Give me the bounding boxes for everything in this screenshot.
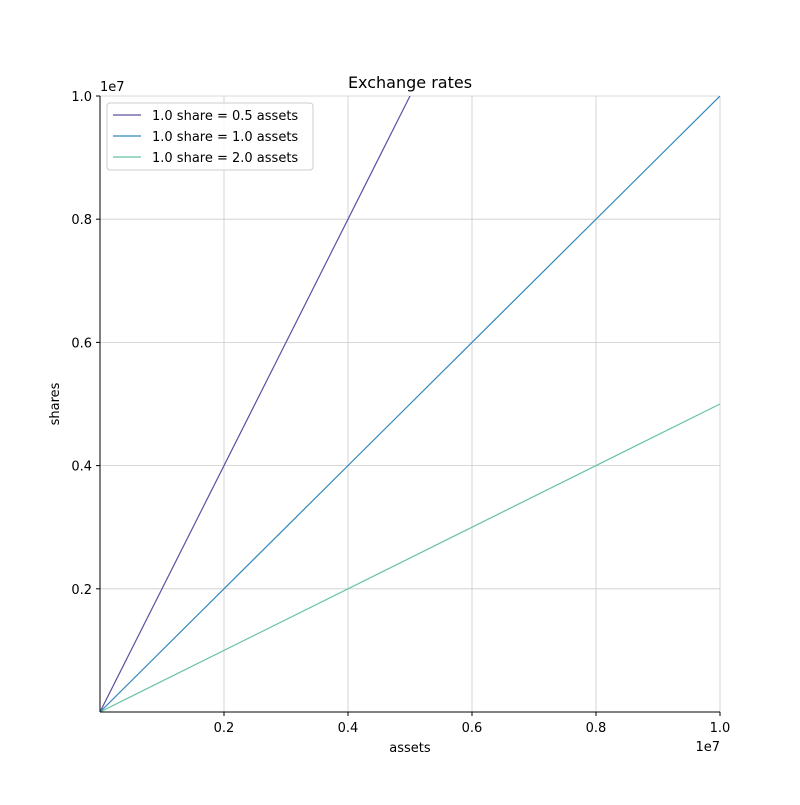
x-tick-label: 0.8 (586, 721, 607, 736)
y-tick-label: 0.8 (71, 213, 92, 228)
legend-frame (106, 102, 314, 171)
legend-label: 1.0 share = 1.0 assets (152, 130, 298, 145)
y-tick-label: 0.4 (71, 460, 92, 475)
series-line-3 (100, 403, 720, 712)
x-offset-label: 1e7 (695, 740, 720, 755)
x-tick-label: 0.4 (338, 721, 359, 736)
ticks: 0.2 0.4 0.6 0.8 1.0 0.2 0.4 0.6 0.8 1.0 (71, 90, 730, 736)
chart-title: Exchange rates (348, 73, 472, 92)
series-lines (100, 96, 720, 712)
legend-label: 1.0 share = 0.5 assets (152, 109, 298, 124)
y-axis-label: shares (48, 382, 63, 425)
x-tick-label: 0.6 (462, 721, 483, 736)
series-line-2 (100, 96, 720, 712)
y-tick-label: 0.2 (71, 583, 92, 598)
x-tick-label: 0.2 (214, 721, 235, 736)
series-line-1 (100, 96, 411, 712)
y-tick-label: 1.0 (71, 90, 92, 105)
y-tick-label: 0.6 (71, 336, 92, 351)
y-offset-label: 1e7 (100, 80, 125, 95)
x-tick-label: 1.0 (710, 721, 731, 736)
x-axis-label: assets (389, 741, 431, 756)
legend-label: 1.0 share = 2.0 assets (152, 151, 298, 166)
legend: 1.0 share = 0.5 assets 1.0 share = 1.0 as… (106, 102, 314, 171)
